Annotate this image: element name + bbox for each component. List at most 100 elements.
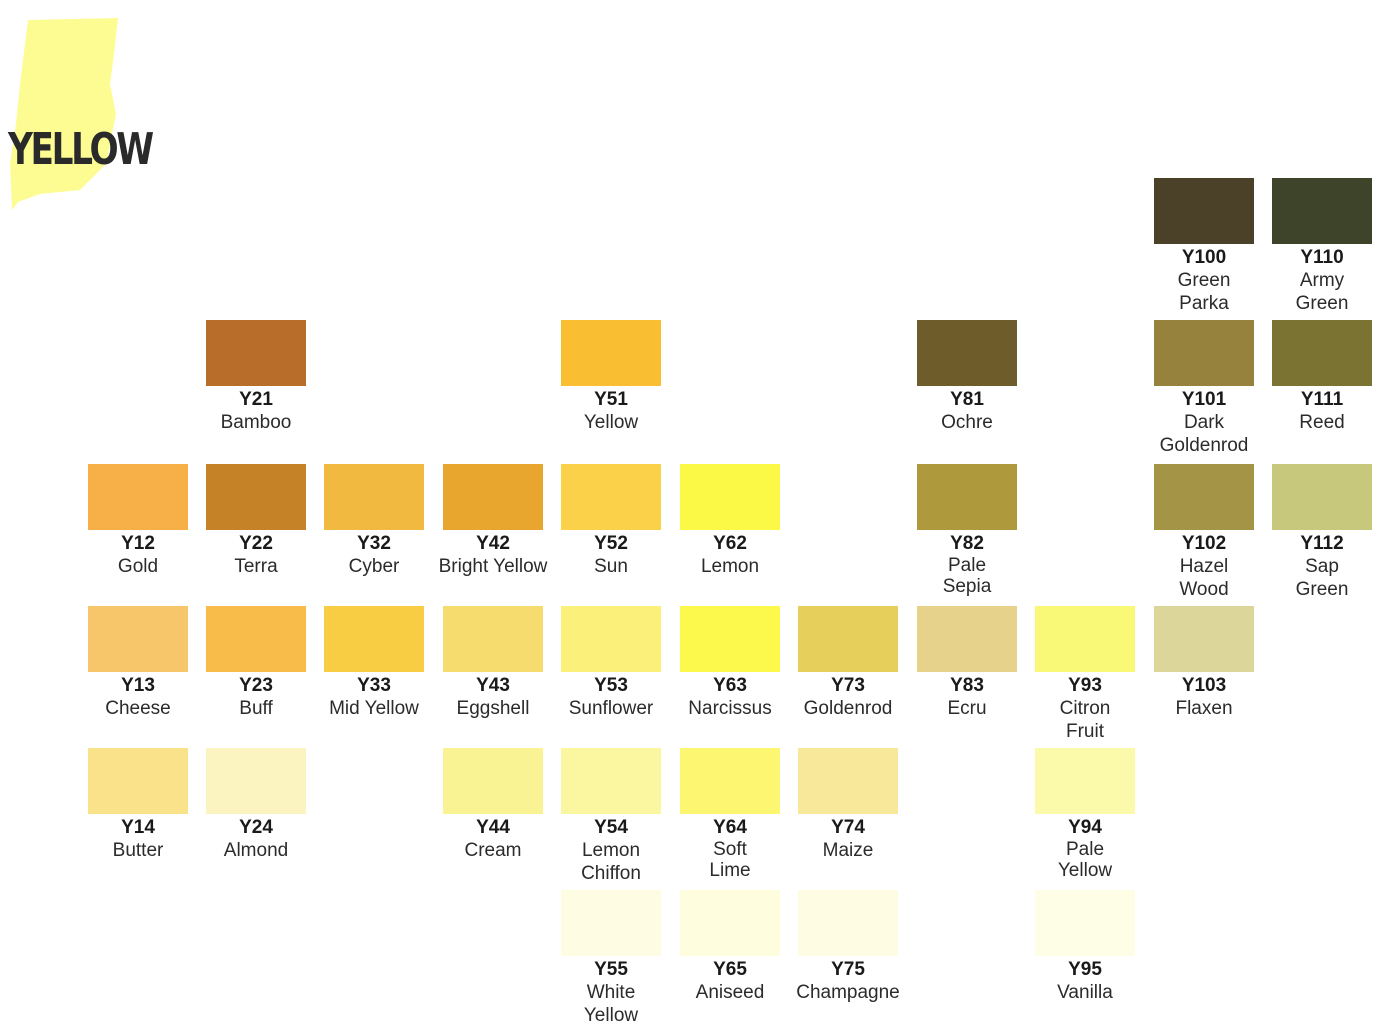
color-card-y63: Y63 Narcissus xyxy=(680,606,780,720)
color-code: Y75 xyxy=(831,959,865,980)
color-card-y73: Y73 Goldenrod xyxy=(798,606,898,720)
color-name: Yellow xyxy=(583,412,639,433)
color-name: Narcissus xyxy=(688,698,772,719)
color-code: Y44 xyxy=(476,817,510,838)
color-name: Cream xyxy=(464,840,522,861)
color-swatch xyxy=(443,748,543,814)
color-code: Y94 xyxy=(1068,817,1102,838)
color-card-y94: Y94 Pale Yellow xyxy=(1035,748,1135,881)
color-card-y64: Y64 Soft Lime xyxy=(680,748,780,881)
page-title: YELLOW xyxy=(8,124,154,175)
color-swatch xyxy=(680,748,780,814)
color-code: Y13 xyxy=(121,675,155,696)
color-code: Y83 xyxy=(950,675,984,696)
color-code: Y55 xyxy=(594,959,628,980)
color-swatch xyxy=(1035,890,1135,956)
color-name: Soft Lime xyxy=(709,839,751,881)
color-name: Terra xyxy=(234,556,278,577)
color-name: Aniseed xyxy=(695,982,765,1003)
color-swatch xyxy=(561,748,661,814)
color-card-y75: Y75 Champagne xyxy=(796,890,900,1004)
color-name: Bamboo xyxy=(220,412,292,433)
color-card-y13: Y13 Cheese xyxy=(88,606,188,720)
color-code: Y52 xyxy=(594,533,628,554)
color-card-y112: Y112 Sap Green xyxy=(1272,464,1372,601)
color-card-y81: Y81 Ochre xyxy=(917,320,1017,434)
color-name: Pale Sepia xyxy=(942,555,992,597)
color-code: Y12 xyxy=(121,533,155,554)
color-swatch xyxy=(1035,606,1135,672)
color-swatch xyxy=(798,890,898,956)
color-swatch xyxy=(917,320,1017,386)
color-card-y33: Y33 Mid Yellow xyxy=(324,606,424,720)
color-code: Y111 xyxy=(1300,389,1344,410)
color-swatch xyxy=(917,464,1017,530)
color-swatch xyxy=(1272,178,1372,244)
color-swatch xyxy=(324,606,424,672)
color-name: Flaxen xyxy=(1175,698,1233,719)
color-swatch xyxy=(917,606,1017,672)
color-card-y55: Y55 White Yellow xyxy=(561,890,661,1027)
color-name: Sunflower xyxy=(568,698,654,719)
color-swatch xyxy=(561,890,661,956)
color-name: Butter xyxy=(112,840,164,861)
color-swatch xyxy=(443,606,543,672)
color-code: Y100 xyxy=(1181,247,1227,268)
color-swatch xyxy=(561,320,661,386)
color-code: Y82 xyxy=(950,533,984,554)
color-name: Sap Green xyxy=(1295,556,1349,600)
color-code: Y63 xyxy=(713,675,747,696)
color-code: Y51 xyxy=(594,389,628,410)
color-card-y23: Y23 Buff xyxy=(206,606,306,720)
color-code: Y73 xyxy=(831,675,865,696)
color-name: Eggshell xyxy=(456,698,530,719)
color-code: Y24 xyxy=(239,817,273,838)
color-swatch xyxy=(443,464,543,530)
color-name: Goldenrod xyxy=(803,698,893,719)
color-code: Y33 xyxy=(357,675,391,696)
color-name: Army Green xyxy=(1295,270,1349,314)
color-code: Y65 xyxy=(713,959,747,980)
color-name: Champagne xyxy=(796,982,900,1003)
color-card-y52: Y52 Sun xyxy=(561,464,661,578)
color-swatch xyxy=(206,606,306,672)
color-name: Gold xyxy=(117,556,159,577)
color-swatch xyxy=(324,464,424,530)
color-name: Vanilla xyxy=(1057,982,1113,1003)
color-name: Maize xyxy=(822,840,874,861)
color-card-y83: Y83 Ecru xyxy=(917,606,1017,720)
color-swatch xyxy=(1154,606,1254,672)
color-code: Y64 xyxy=(713,817,747,838)
color-card-y24: Y24 Almond xyxy=(206,748,306,862)
color-code: Y112 xyxy=(1300,533,1344,554)
color-card-y82: Y82 Pale Sepia xyxy=(917,464,1017,597)
color-card-y51: Y51 Yellow xyxy=(561,320,661,434)
color-swatch xyxy=(680,606,780,672)
color-name: Cyber xyxy=(348,556,400,577)
color-code: Y42 xyxy=(476,533,510,554)
color-swatch xyxy=(798,748,898,814)
color-swatch xyxy=(1154,320,1254,386)
color-swatch xyxy=(1154,464,1254,530)
color-name: Reed xyxy=(1299,412,1345,433)
color-name: Lemon Chiffon xyxy=(581,840,641,884)
color-swatch xyxy=(88,464,188,530)
color-name: Buff xyxy=(239,698,273,719)
color-swatch xyxy=(206,464,306,530)
color-card-y42: Y42 Bright Yellow xyxy=(439,464,547,578)
color-swatch xyxy=(88,606,188,672)
color-code: Y32 xyxy=(357,533,391,554)
color-card-y100: Y100 Green Parka xyxy=(1154,178,1254,315)
color-name: Hazel Wood xyxy=(1179,556,1229,600)
color-swatch xyxy=(1154,178,1254,244)
color-swatch xyxy=(1272,320,1372,386)
color-code: Y74 xyxy=(831,817,865,838)
color-name: Dark Goldenrod xyxy=(1159,412,1249,456)
color-code: Y93 xyxy=(1068,675,1102,696)
color-code: Y110 xyxy=(1300,247,1344,268)
color-card-y43: Y43 Eggshell xyxy=(443,606,543,720)
color-swatch xyxy=(798,606,898,672)
color-card-y32: Y32 Cyber xyxy=(324,464,424,578)
color-name: Sun xyxy=(594,556,628,577)
color-card-y101: Y101 Dark Goldenrod xyxy=(1154,320,1254,457)
